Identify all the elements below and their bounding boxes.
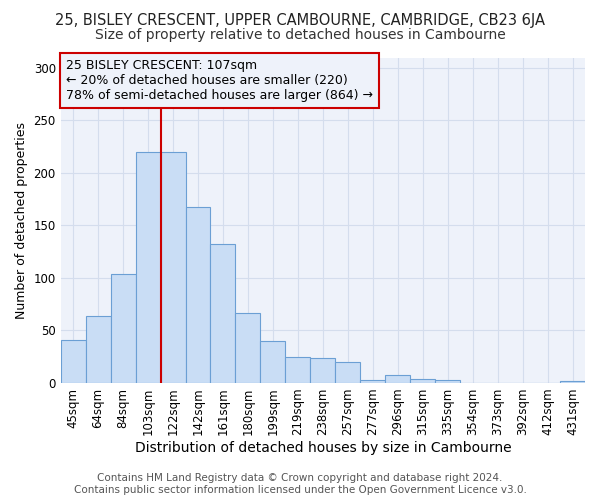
Bar	[136, 152, 161, 383]
Bar	[385, 374, 410, 383]
Y-axis label: Number of detached properties: Number of detached properties	[15, 122, 28, 318]
Bar	[286, 356, 310, 383]
Bar	[161, 152, 185, 383]
Bar	[410, 379, 435, 383]
Bar	[211, 244, 235, 383]
Text: Contains HM Land Registry data © Crown copyright and database right 2024.
Contai: Contains HM Land Registry data © Crown c…	[74, 474, 526, 495]
Bar	[435, 380, 460, 383]
X-axis label: Distribution of detached houses by size in Cambourne: Distribution of detached houses by size …	[134, 441, 511, 455]
Bar	[360, 380, 385, 383]
Bar	[260, 341, 286, 383]
Bar	[335, 362, 360, 383]
Bar	[86, 316, 110, 383]
Bar	[310, 358, 335, 383]
Text: Size of property relative to detached houses in Cambourne: Size of property relative to detached ho…	[95, 28, 505, 42]
Bar	[110, 274, 136, 383]
Bar	[185, 206, 211, 383]
Bar	[235, 312, 260, 383]
Bar	[560, 381, 585, 383]
Text: 25, BISLEY CRESCENT, UPPER CAMBOURNE, CAMBRIDGE, CB23 6JA: 25, BISLEY CRESCENT, UPPER CAMBOURNE, CA…	[55, 12, 545, 28]
Text: 25 BISLEY CRESCENT: 107sqm
← 20% of detached houses are smaller (220)
78% of sem: 25 BISLEY CRESCENT: 107sqm ← 20% of deta…	[66, 59, 373, 102]
Bar	[61, 340, 86, 383]
